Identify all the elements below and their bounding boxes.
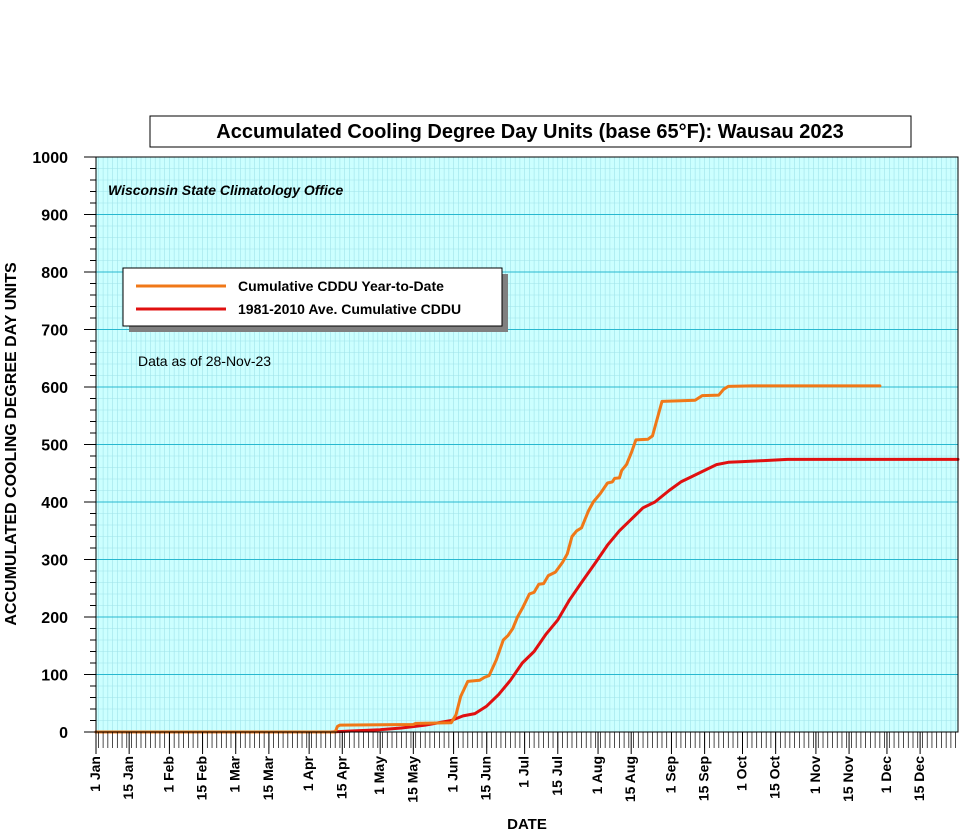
x-tick-label: 15 Jul (549, 756, 565, 796)
x-tick-label: 1 Mar (227, 755, 243, 792)
x-tick-label: 1 Sep (662, 756, 678, 793)
y-tick-label: 800 (41, 265, 68, 282)
y-tick-label: 700 (41, 323, 68, 340)
x-tick-label: 15 Jan (120, 756, 136, 800)
legend: Cumulative CDDU Year-to-Date 1981-2010 A… (122, 267, 508, 332)
chart-title-box (149, 115, 912, 148)
legend-label-average: 1981-2010 Ave. Cumulative CDDU (238, 301, 461, 317)
y-tick-label: 400 (41, 495, 68, 512)
x-tick-label: 1 Nov (807, 756, 823, 794)
chart-title: Accumulated Cooling Degree Day Units (ba… (216, 121, 843, 143)
legend-label-ytd: Cumulative CDDU Year-to-Date (238, 278, 444, 294)
x-tick-label: 1 Oct (734, 756, 750, 791)
x-tick-label: 1 May (371, 756, 387, 795)
y-tick-label: 900 (41, 208, 68, 225)
x-axis-ticks (95, 732, 956, 754)
legend-box (122, 267, 503, 327)
series-lines (94, 384, 960, 734)
y-tick-label: 300 (41, 553, 68, 570)
x-axis-tick-labels: 1 Jan 15 Jan 1 Feb 15 Feb 1 Mar 15 Mar 1 Apr 15… (87, 755, 927, 802)
x-tick-label: 15 Feb (194, 756, 210, 800)
x-tick-label: 15 Oct (767, 756, 783, 799)
x-tick-label: 1 Jul (516, 756, 532, 788)
series-line-ytd (94, 384, 882, 734)
x-tick-label: 15 Jun (478, 756, 494, 800)
x-tick-label: 1 Dec (878, 756, 894, 794)
plot-area (94, 156, 960, 734)
x-tick-label: 15 Sep (696, 756, 712, 801)
chart-subtitle: Wisconsin State Climatology Office (108, 182, 344, 198)
data-date-annotation: Data as of 28-Nov-23 (138, 353, 271, 369)
y-tick-label: 600 (41, 380, 68, 397)
x-tick-label: 1 Jun (445, 756, 461, 793)
x-tick-label: 1 Apr (300, 755, 316, 791)
y-tick-label: 500 (41, 438, 68, 455)
x-tick-label: 15 May (404, 756, 420, 803)
x-tick-label: 15 Dec (911, 756, 927, 801)
y-axis-ticks (84, 156, 96, 733)
y-tick-label: 100 (41, 668, 68, 685)
x-tick-label: 1 Aug (589, 756, 605, 794)
y-tick-label: 1000 (32, 150, 68, 167)
y-tick-label: 0 (59, 725, 68, 742)
x-tick-label: 15 Aug (622, 756, 638, 802)
x-tick-label: 15 Apr (333, 755, 349, 799)
x-tick-label: 15 Nov (840, 756, 856, 802)
y-tick-label: 200 (41, 610, 68, 627)
x-tick-label: 15 Mar (260, 755, 276, 800)
x-axis-label: DATE (507, 816, 547, 833)
y-axis-label: ACCUMULATED COOLING DEGREE DAY UNITS (3, 262, 20, 626)
x-tick-label: 1 Feb (160, 756, 176, 793)
x-tick-label: 1 Jan (87, 756, 103, 792)
y-axis-tick-labels: 0 100 200 300 400 500 600 700 800 900 1000 (32, 150, 68, 742)
